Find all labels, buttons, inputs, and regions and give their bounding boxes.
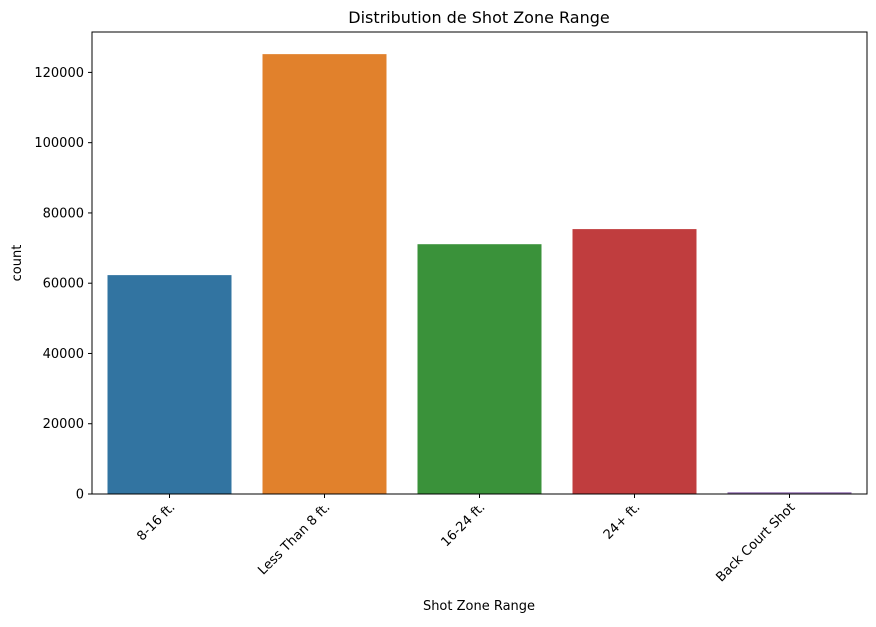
x-axis-ticks: 8-16 ft. Less Than 8 ft. 16-24 ft. 24+ ft. B…	[134, 494, 798, 585]
y-axis-label: count	[10, 245, 25, 282]
x-tick-label: 8-16 ft.	[134, 500, 178, 544]
y-tick-label: 80000	[43, 206, 84, 221]
chart-title: Distribution de Shot Zone Range	[348, 8, 610, 27]
y-axis-ticks: 0 20000 40000 60000 80000 100000 120000	[34, 66, 92, 503]
y-tick-label: 60000	[43, 277, 84, 292]
y-tick-label: 20000	[43, 417, 84, 432]
bar-1	[262, 54, 387, 494]
x-tick-label: Less Than 8 ft.	[255, 500, 333, 578]
bar-2	[417, 244, 542, 494]
y-tick-label: 100000	[34, 136, 84, 151]
bars	[107, 54, 852, 495]
y-tick-label: 120000	[34, 66, 84, 81]
bar-0	[107, 275, 232, 494]
bar-4	[727, 492, 852, 494]
y-tick-label: 0	[76, 488, 84, 503]
x-tick-label: 24+ ft.	[601, 500, 644, 543]
x-tick-label: Back Court Shot	[713, 500, 798, 585]
x-tick-label: 16-24 ft.	[438, 500, 488, 550]
y-tick-label: 40000	[43, 347, 84, 362]
x-axis-label: Shot Zone Range	[423, 599, 535, 614]
bar-3	[572, 229, 697, 495]
plot-frame	[91, 31, 868, 495]
